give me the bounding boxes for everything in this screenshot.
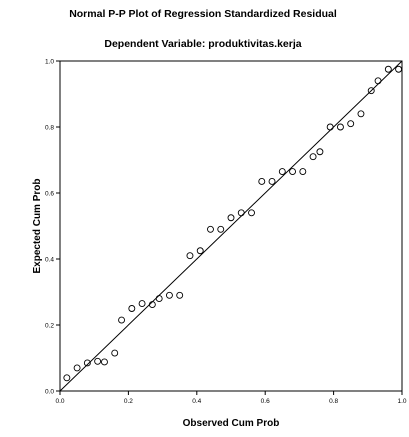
x-tick-label: 0.8 <box>329 398 338 405</box>
y-axis-label: Expected Cum Prob <box>32 178 43 273</box>
data-point <box>289 168 297 176</box>
data-point <box>357 110 365 118</box>
data-point <box>258 177 266 185</box>
data-point <box>336 123 344 131</box>
data-point <box>118 316 126 324</box>
data-point <box>237 209 245 217</box>
chart-title: Normal P-P Plot of Regression Standardiz… <box>69 8 337 20</box>
data-point <box>278 168 286 176</box>
data-point <box>217 225 225 233</box>
data-point <box>101 358 108 366</box>
data-point <box>63 374 71 382</box>
data-point <box>176 291 184 299</box>
data-point <box>347 120 355 128</box>
y-tick-label: 0.2 <box>45 323 54 330</box>
reference-line-group <box>59 60 403 392</box>
data-point <box>128 305 136 312</box>
data-point <box>326 123 334 131</box>
data-point <box>148 301 156 308</box>
y-tick-label: 0.4 <box>45 257 54 264</box>
data-point <box>374 77 382 85</box>
data-point <box>83 359 91 367</box>
points-group <box>63 65 403 382</box>
x-axis-label: Observed Cum Prob <box>183 418 280 429</box>
x-tick-label: 0.4 <box>192 398 201 405</box>
data-point <box>395 65 403 73</box>
data-point <box>111 349 119 357</box>
x-ticks-group: 0.0 0.2 0.4 0.6 0.8 1.0 <box>55 391 407 405</box>
x-tick-label: 0.6 <box>261 398 270 405</box>
data-point <box>138 300 146 307</box>
y-tick-label: 0.8 <box>45 125 54 132</box>
data-point <box>165 291 173 299</box>
data-point <box>227 214 235 222</box>
y-tick-label: 1.0 <box>45 59 54 66</box>
y-tick-label: 0.0 <box>45 389 54 396</box>
x-tick-label: 0.2 <box>124 398 133 405</box>
y-ticks-group: 0.0 0.2 0.4 0.6 0.8 1.0 <box>45 59 60 396</box>
data-point <box>196 247 204 255</box>
reference-line <box>59 60 403 392</box>
data-point <box>155 295 163 303</box>
data-point <box>268 177 276 185</box>
data-point <box>248 209 255 217</box>
data-point <box>316 148 324 156</box>
data-point <box>186 252 194 260</box>
x-tick-label: 0.0 <box>55 398 64 405</box>
data-point <box>73 364 81 372</box>
data-point <box>309 153 317 161</box>
y-tick-label: 0.6 <box>45 191 54 198</box>
data-point <box>299 168 307 176</box>
data-point <box>207 225 214 233</box>
x-tick-label: 1.0 <box>397 398 406 405</box>
data-point <box>94 357 102 365</box>
chart-subtitle: Dependent Variable: produktivitas.kerja <box>104 38 301 50</box>
data-point <box>384 65 392 73</box>
data-point <box>367 87 375 95</box>
